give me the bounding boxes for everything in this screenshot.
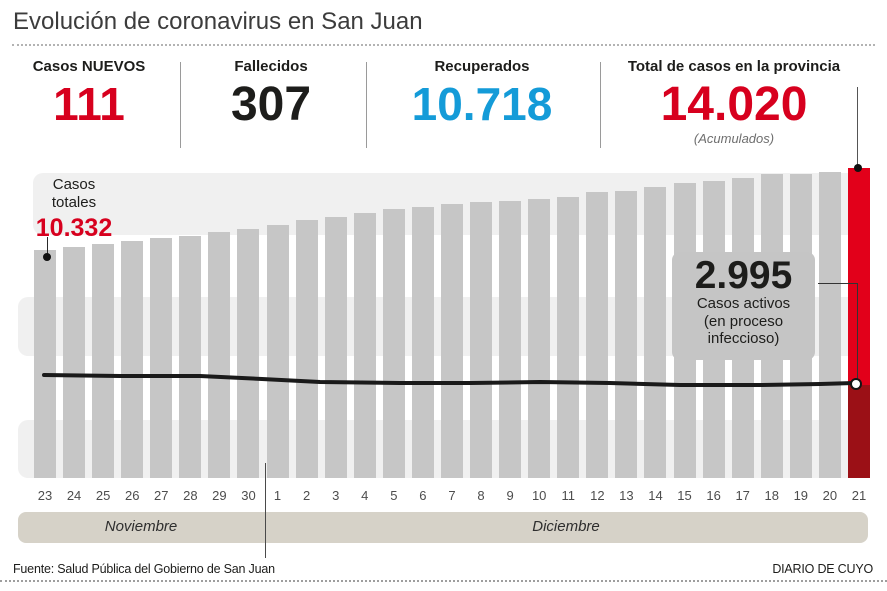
day-label: 14 bbox=[648, 488, 663, 503]
bar bbox=[295, 220, 318, 478]
bar bbox=[150, 238, 173, 478]
total-callout-connector bbox=[857, 87, 858, 168]
stat-new-cases-label: Casos NUEVOS bbox=[32, 58, 146, 75]
day-label: 6 bbox=[419, 488, 427, 503]
stat-separator bbox=[366, 62, 367, 148]
stat-total-cases-value: 14.020 bbox=[660, 78, 808, 131]
day-label: 17 bbox=[735, 488, 750, 503]
day-label: 5 bbox=[390, 488, 398, 503]
bar bbox=[121, 241, 144, 478]
day-label: 7 bbox=[448, 488, 456, 503]
day-label: 24 bbox=[66, 488, 82, 503]
stat-new-cases-value: 111 bbox=[53, 78, 125, 130]
dotted-divider-top bbox=[12, 44, 875, 46]
stat-separator bbox=[600, 62, 601, 148]
bar bbox=[63, 247, 86, 478]
active-callout-connector-vertical bbox=[857, 283, 858, 382]
bar bbox=[615, 191, 638, 478]
day-label: 21 bbox=[851, 488, 867, 503]
bar bbox=[440, 204, 463, 478]
bar bbox=[818, 172, 841, 478]
active-cases-callout: 2.995 Casos activos (en proceso infeccio… bbox=[672, 252, 815, 360]
dotted-divider-bottom bbox=[0, 580, 887, 582]
first-bar-callout-line1: Casos bbox=[52, 176, 96, 193]
day-label: 23 bbox=[37, 488, 53, 503]
bar bbox=[411, 207, 434, 478]
first-bar-pointer-dot bbox=[43, 253, 51, 261]
page-title: Evolución de coronavirus en San Juan bbox=[13, 8, 423, 35]
day-label: 13 bbox=[619, 488, 634, 503]
stat-recovered-label: Recuperados bbox=[434, 58, 530, 75]
bar bbox=[92, 244, 115, 478]
day-label: 26 bbox=[124, 488, 140, 503]
first-bar-callout-value: 10.332 bbox=[35, 214, 113, 242]
total-connector-dot bbox=[854, 164, 862, 172]
stat-separator bbox=[180, 62, 181, 148]
stat-deaths-value: 307 bbox=[230, 78, 312, 131]
first-bar-callout-line2: totales bbox=[51, 194, 97, 211]
day-label: 12 bbox=[590, 488, 605, 503]
active-cases-line2: (en proceso bbox=[703, 312, 784, 330]
bar bbox=[208, 232, 231, 478]
stat-total-cases: Total de casos en la provincia 14.020 (A… bbox=[610, 58, 858, 146]
bar bbox=[179, 236, 202, 478]
active-line-end-dot bbox=[850, 378, 862, 390]
day-label: 27 bbox=[154, 488, 169, 503]
day-label: 9 bbox=[506, 488, 514, 503]
active-callout-connector-horizontal bbox=[818, 283, 858, 284]
month-axis-band bbox=[18, 512, 868, 543]
bar bbox=[382, 209, 405, 478]
stat-recovered-value: 10.718 bbox=[411, 78, 553, 130]
day-label: 4 bbox=[361, 488, 369, 503]
day-label: 1 bbox=[273, 488, 282, 503]
day-label: 2 bbox=[303, 488, 311, 503]
publisher-brand: DIARIO DE CUYO bbox=[772, 562, 873, 576]
bar bbox=[586, 192, 609, 478]
stat-total-cases-label: Total de casos en la provincia bbox=[627, 58, 841, 75]
month-label-diciembre: Diciembre bbox=[532, 518, 600, 535]
stat-deaths: Fallecidos 307 bbox=[186, 58, 356, 130]
stat-recovered: Recuperados 10.718 bbox=[372, 58, 592, 128]
day-label: 28 bbox=[183, 488, 198, 503]
active-cases-line3: infeccioso) bbox=[707, 330, 780, 348]
highlight-bar-dark-segment bbox=[848, 385, 870, 478]
day-label: 25 bbox=[95, 488, 111, 503]
bar bbox=[644, 187, 667, 478]
bar bbox=[557, 197, 580, 478]
active-cases-value: 2.995 bbox=[694, 254, 793, 297]
day-label: 15 bbox=[677, 488, 692, 503]
first-bar-pointer-line bbox=[47, 237, 48, 255]
bar bbox=[266, 225, 289, 478]
day-label: 20 bbox=[822, 488, 838, 503]
bar bbox=[34, 250, 56, 478]
month-label-noviembre: Noviembre bbox=[104, 518, 178, 535]
day-label: 16 bbox=[706, 488, 721, 503]
first-bar-callout: Casos totales 10.332 bbox=[24, 176, 124, 243]
day-label: 30 bbox=[241, 488, 256, 503]
month-divider-line bbox=[265, 463, 266, 558]
day-label: 19 bbox=[793, 488, 809, 503]
day-label: 3 bbox=[332, 488, 340, 503]
bar bbox=[353, 213, 376, 478]
source-credit: Fuente: Salud Pública del Gobierno de Sa… bbox=[13, 562, 275, 576]
active-cases-line1: Casos activos bbox=[696, 295, 791, 312]
stat-deaths-label: Fallecidos bbox=[234, 58, 308, 75]
bar bbox=[324, 217, 347, 478]
stat-total-cases-note: (Acumulados) bbox=[693, 130, 775, 146]
day-label: 18 bbox=[764, 488, 779, 503]
day-label: 8 bbox=[477, 488, 485, 503]
bar bbox=[528, 199, 551, 478]
bar bbox=[237, 229, 260, 478]
day-label: 10 bbox=[531, 488, 547, 503]
stat-new-cases: Casos NUEVOS 111 bbox=[6, 58, 172, 128]
bar bbox=[470, 202, 493, 478]
bar bbox=[499, 201, 522, 478]
day-label: 11 bbox=[561, 488, 576, 503]
day-label: 29 bbox=[212, 488, 227, 503]
